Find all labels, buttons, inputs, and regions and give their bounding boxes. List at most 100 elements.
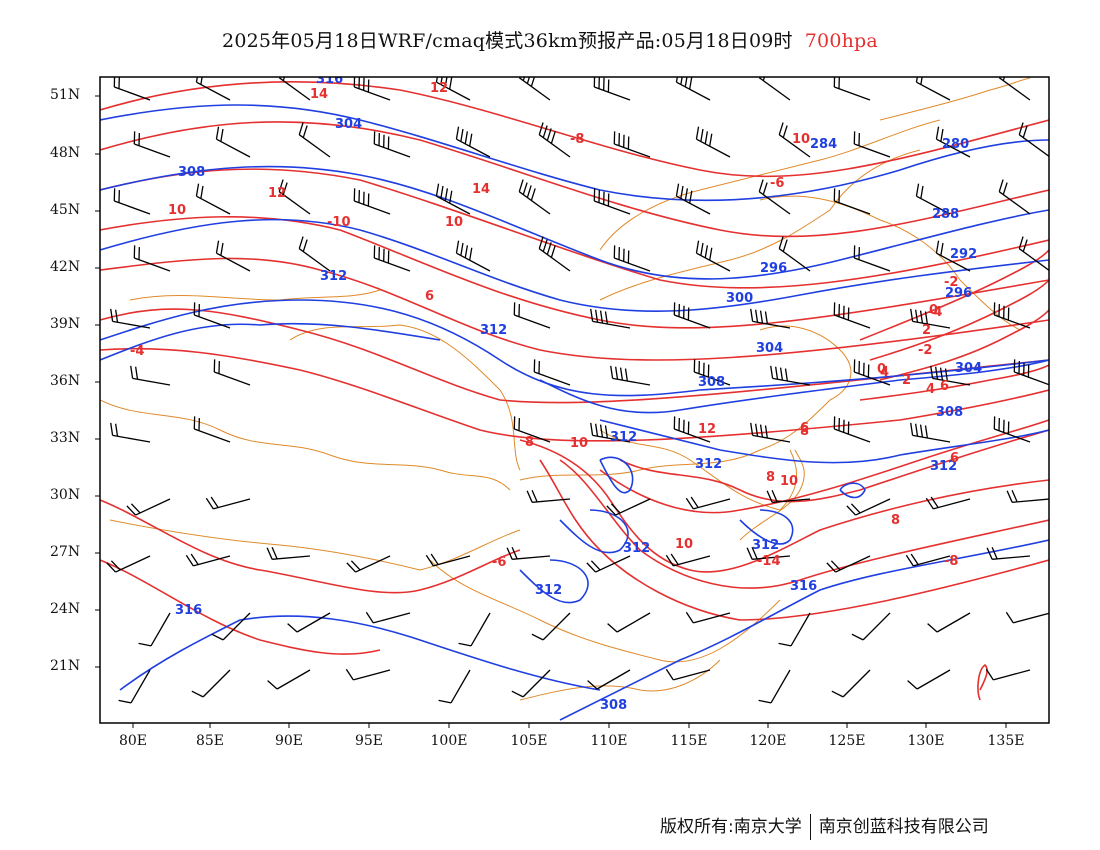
wind-barb — [935, 240, 971, 272]
height-contour — [839, 482, 866, 499]
wind-barb-layer — [106, 77, 1049, 704]
lat-label: 48N — [50, 145, 81, 161]
wind-barb — [905, 553, 951, 567]
wind-barb — [511, 669, 551, 698]
wind-barb — [455, 240, 491, 272]
height-label: 304 — [955, 361, 982, 376]
temperature-label: 10 — [675, 537, 693, 552]
wind-barb — [1018, 122, 1049, 158]
wind-barb — [110, 422, 151, 443]
temperature-contour — [100, 499, 521, 594]
wind-barb — [927, 612, 971, 633]
wind-barb — [211, 612, 251, 641]
copyright-credit: 版权所有:南京大学 南京创蓝科技有限公司 — [660, 812, 989, 840]
wind-barb — [586, 555, 631, 573]
temperature-label: 2 — [922, 323, 931, 338]
height-contour-layer — [100, 104, 1049, 721]
height-label: 292 — [950, 247, 977, 262]
wind-barb — [746, 547, 791, 560]
lon-label: 120E — [749, 733, 787, 749]
lon-label: 100E — [430, 733, 468, 749]
temperature-contour — [100, 559, 381, 655]
wind-barb — [910, 422, 951, 443]
lon-label: 110E — [590, 733, 628, 749]
lat-label: 45N — [50, 202, 81, 218]
border-line — [759, 195, 1021, 331]
temperature-label: 10 — [780, 474, 798, 489]
wind-barb — [518, 77, 551, 101]
credit-right: 南京创蓝科技有限公司 — [818, 817, 989, 837]
temperature-label: 4 — [926, 382, 935, 397]
wind-barb — [675, 77, 711, 101]
credit-left: 版权所有:南京大学 — [660, 817, 802, 837]
height-label: 296 — [945, 286, 972, 301]
title-main: 2025年05月18日WRF/cmaq模式36km预报产品:05月18日09时 — [222, 30, 793, 52]
wind-barb — [665, 668, 711, 681]
wind-barb — [1013, 359, 1049, 386]
temperature-label: 8 — [525, 435, 534, 450]
axis-ticks — [95, 95, 1007, 728]
height-contour — [739, 509, 794, 545]
wind-barb — [455, 126, 491, 158]
contour-label-layer: 304 308 312 312 296 300 304 308 312 312 312 312 312 3… — [130, 77, 982, 713]
height-label: 308 — [936, 405, 963, 420]
temperature-contour — [599, 419, 1049, 514]
height-label: 308 — [698, 375, 725, 390]
wind-barb — [133, 131, 171, 158]
wind-barb — [935, 126, 971, 158]
height-label: 312 — [480, 323, 507, 338]
wind-barb — [833, 416, 871, 443]
wind-barb — [673, 416, 711, 443]
wind-barb — [1005, 611, 1049, 624]
height-label: 312 — [695, 457, 722, 472]
wind-barb — [513, 302, 551, 329]
height-contour — [599, 456, 634, 494]
wind-barb — [826, 555, 871, 573]
border-line — [429, 559, 781, 663]
wind-barb — [538, 236, 571, 272]
temperature-label: -6 — [770, 176, 784, 191]
wind-barb — [998, 77, 1031, 101]
height-label: 284 — [810, 137, 837, 152]
wind-barb — [606, 498, 651, 516]
wind-barb — [213, 359, 251, 386]
wind-barb — [110, 308, 151, 329]
wind-barb — [831, 669, 871, 698]
lat-label: 30N — [50, 487, 81, 503]
temperature-label: -8 — [570, 132, 584, 147]
wind-barb — [993, 416, 1031, 443]
temperature-contour — [100, 257, 1049, 361]
wind-barb — [205, 496, 251, 510]
lon-label: 85E — [195, 733, 225, 749]
wind-barb — [685, 611, 731, 624]
wind-barb — [185, 553, 231, 567]
wind-barb — [435, 183, 471, 215]
temperature-label: 8 — [891, 513, 900, 528]
height-contour — [599, 419, 1049, 464]
height-label: 304 — [335, 117, 362, 132]
wind-barb — [345, 668, 391, 681]
border-line — [519, 659, 721, 701]
temperature-label: -6 — [492, 555, 506, 570]
wind-barb — [750, 422, 791, 443]
temperature-label: 14 — [310, 87, 328, 102]
wind-barb — [346, 555, 391, 573]
wind-barb — [607, 612, 651, 633]
wind-barb — [353, 77, 391, 101]
temperature-contour — [100, 308, 1049, 404]
lon-label: 125E — [828, 733, 866, 749]
wind-barb — [215, 126, 251, 158]
height-label: 280 — [942, 137, 969, 152]
height-contour — [559, 509, 629, 554]
wind-barb — [986, 547, 1031, 560]
height-contour — [100, 165, 1049, 280]
temperature-label: 6 — [940, 379, 949, 394]
height-label: 312 — [320, 269, 347, 284]
temperature-label: 0 — [929, 303, 938, 318]
wind-barb — [506, 547, 551, 560]
wind-barb — [435, 77, 471, 101]
wind-barb — [766, 490, 811, 503]
lon-label: 135E — [987, 733, 1025, 749]
temperature-contour — [100, 121, 1049, 238]
wind-barb — [425, 553, 471, 567]
